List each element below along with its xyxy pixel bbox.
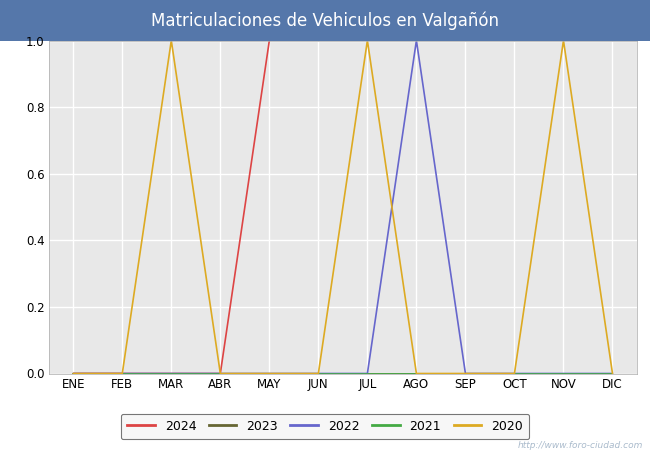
Text: http://www.foro-ciudad.com: http://www.foro-ciudad.com [518, 441, 644, 450]
Text: Matriculaciones de Vehiculos en Valgañón: Matriculaciones de Vehiculos en Valgañón [151, 11, 499, 30]
Legend: 2024, 2023, 2022, 2021, 2020: 2024, 2023, 2022, 2021, 2020 [121, 414, 529, 439]
